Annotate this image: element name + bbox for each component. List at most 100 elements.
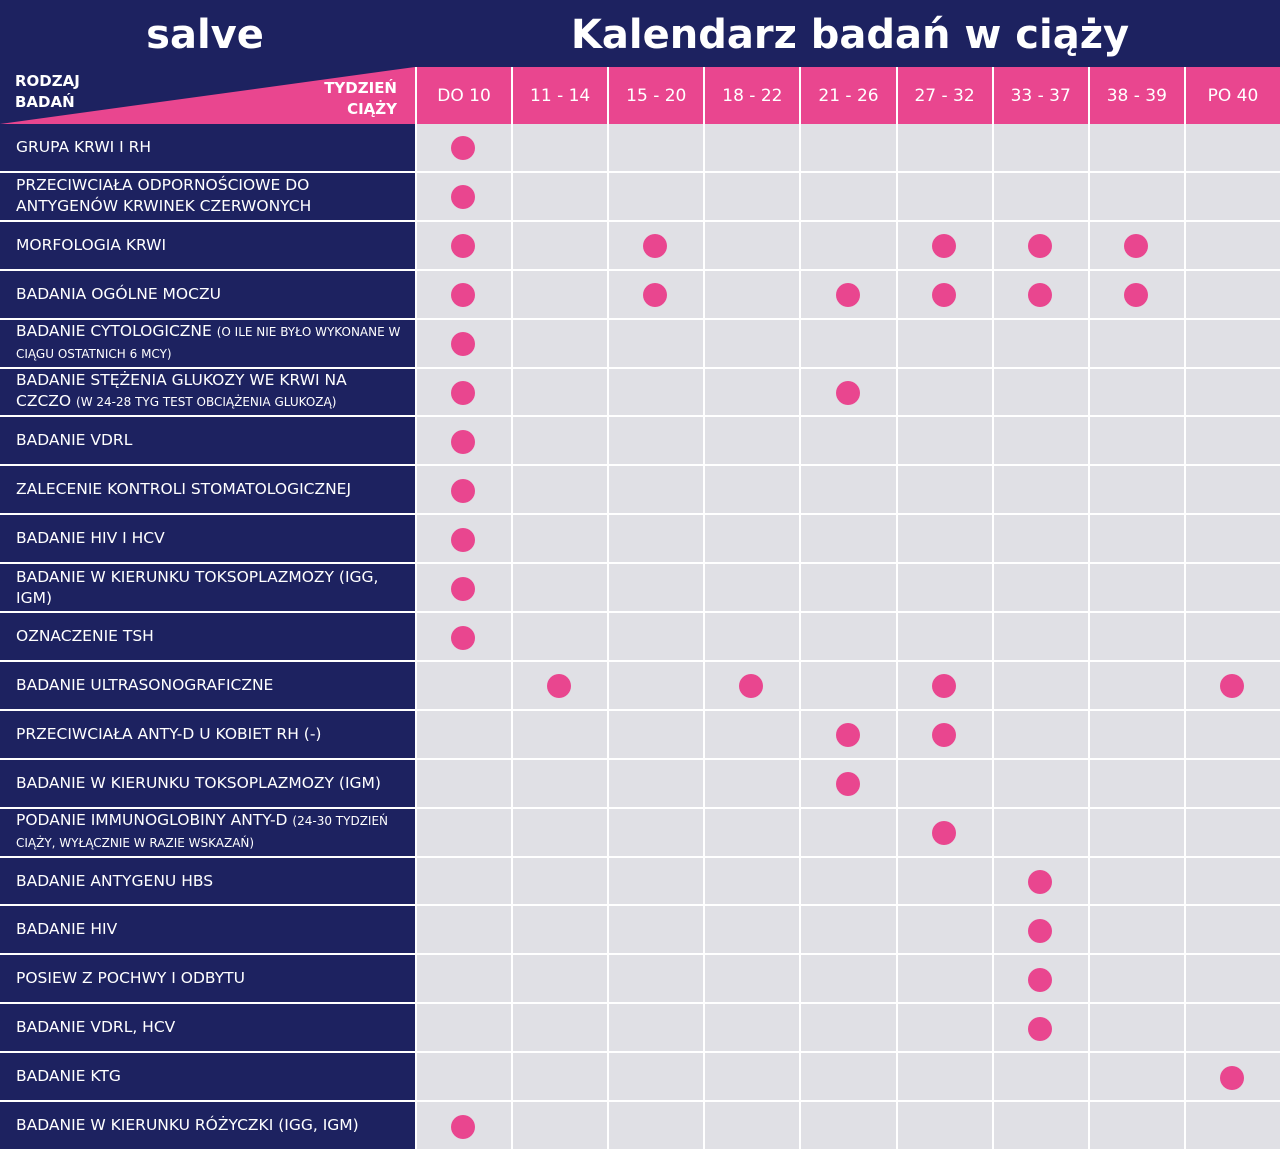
cell bbox=[703, 1004, 800, 1054]
cell bbox=[1183, 808, 1280, 858]
cell bbox=[703, 466, 800, 516]
check-dot bbox=[835, 283, 860, 308]
cell bbox=[703, 1053, 800, 1103]
cell bbox=[1183, 1102, 1280, 1151]
cell bbox=[703, 857, 800, 907]
cell bbox=[991, 613, 1088, 662]
cell bbox=[703, 661, 800, 711]
cell bbox=[799, 1102, 896, 1151]
cell bbox=[607, 1053, 704, 1103]
cell bbox=[415, 906, 512, 956]
cell bbox=[1087, 124, 1184, 173]
check-dot bbox=[931, 234, 956, 259]
check-dot bbox=[1027, 234, 1052, 259]
cell bbox=[415, 1004, 512, 1054]
cell bbox=[991, 368, 1088, 418]
cell bbox=[895, 319, 992, 369]
cell bbox=[511, 955, 608, 1005]
column-label: 38 - 39 bbox=[1087, 67, 1184, 124]
column-label: PO 40 bbox=[1183, 67, 1280, 124]
label: BADANIE W KIERUNKU TOKSOPLAZMOZY (IGG, I… bbox=[16, 567, 379, 607]
cell bbox=[511, 564, 608, 614]
cell bbox=[703, 124, 800, 173]
cell bbox=[703, 759, 800, 809]
cell bbox=[1183, 417, 1280, 467]
cell bbox=[991, 1004, 1088, 1054]
cell bbox=[1087, 319, 1184, 369]
check-dot bbox=[1123, 234, 1148, 259]
cell bbox=[1183, 857, 1280, 907]
row-label: BADANIE HIV bbox=[0, 906, 415, 956]
row-label: BADANIE W KIERUNKU TOKSOPLAZMOZY (IGM) bbox=[0, 760, 415, 809]
cell bbox=[991, 710, 1088, 760]
label: ZALECENIE KONTROLI STOMATOLOGICZNEJ bbox=[16, 480, 352, 499]
cell bbox=[1183, 1004, 1280, 1054]
cell bbox=[1183, 906, 1280, 956]
label: BADANIE STĘŻENIA GLUKOZY WE KRWI NA CZCZ… bbox=[16, 371, 347, 411]
cell bbox=[511, 808, 608, 858]
row-label: POSIEW Z POCHWY I ODBYTU bbox=[0, 955, 415, 1005]
cell bbox=[415, 955, 512, 1005]
cell bbox=[511, 906, 608, 956]
cell bbox=[895, 661, 992, 711]
title: Kalendarz badań w ciąży bbox=[570, 12, 1130, 58]
cell bbox=[607, 613, 704, 662]
cell bbox=[1183, 613, 1280, 662]
row-label: BADANIE VDRL bbox=[0, 417, 415, 467]
cell bbox=[799, 661, 896, 711]
cell bbox=[1087, 1053, 1184, 1103]
cell bbox=[511, 710, 608, 760]
cell bbox=[511, 270, 608, 320]
cell bbox=[799, 466, 896, 516]
cell bbox=[1183, 515, 1280, 565]
check-dot bbox=[739, 674, 764, 699]
check-dot bbox=[451, 332, 476, 357]
cell bbox=[607, 710, 704, 760]
cell bbox=[991, 1053, 1088, 1103]
cell bbox=[991, 759, 1088, 809]
label: BADANIA OGÓLNE MOCZU bbox=[16, 284, 221, 303]
cell bbox=[1087, 955, 1184, 1005]
column-label: 21 - 26 bbox=[799, 67, 896, 124]
column-label: DO 10 bbox=[415, 67, 512, 124]
cell bbox=[511, 1004, 608, 1054]
cell bbox=[607, 172, 704, 222]
row-label: ZALECENIE KONTROLI STOMATOLOGICZNEJ bbox=[0, 466, 415, 516]
cell bbox=[895, 613, 992, 662]
check-dot bbox=[451, 136, 476, 161]
cell bbox=[703, 417, 800, 467]
cell bbox=[511, 466, 608, 516]
cell bbox=[607, 319, 704, 369]
cell bbox=[991, 515, 1088, 565]
check-dot bbox=[451, 576, 476, 601]
check-dot bbox=[931, 723, 956, 748]
check-dot bbox=[451, 625, 476, 650]
cell bbox=[799, 515, 896, 565]
check-dot bbox=[451, 527, 476, 552]
check-dot bbox=[1027, 1016, 1052, 1041]
cell bbox=[799, 857, 896, 907]
cell bbox=[607, 759, 704, 809]
cell bbox=[799, 417, 896, 467]
cell bbox=[1183, 124, 1280, 173]
note: (O ILE NIE BYŁO WYKONANE W CIĄGU OSTATNI… bbox=[16, 325, 401, 362]
row-label: BADANIE W KIERUNKU TOKSOPLAZMOZY (IGG, I… bbox=[0, 564, 415, 614]
cell bbox=[991, 124, 1088, 173]
label: PODANIE IMMUNOGLOBINY ANTY-D bbox=[16, 811, 288, 830]
cell bbox=[703, 613, 800, 662]
cell bbox=[511, 417, 608, 467]
row-label: GRUPA KRWI I RH bbox=[0, 124, 415, 173]
label: BADANIE HIV bbox=[16, 920, 118, 939]
cell bbox=[799, 221, 896, 271]
label: BADANIE W KIERUNKU RÓŻYCZKI (IGG, IGM) bbox=[16, 1116, 359, 1135]
row-label: BADANIE STĘŻENIA GLUKOZY WE KRWI NA CZCZ… bbox=[0, 369, 415, 418]
cell bbox=[607, 661, 704, 711]
cell bbox=[703, 172, 800, 222]
cell bbox=[607, 466, 704, 516]
cell bbox=[703, 955, 800, 1005]
check-dot bbox=[835, 723, 860, 748]
cell bbox=[415, 564, 512, 614]
cell bbox=[991, 319, 1088, 369]
cell bbox=[511, 172, 608, 222]
check-dot bbox=[451, 478, 476, 503]
